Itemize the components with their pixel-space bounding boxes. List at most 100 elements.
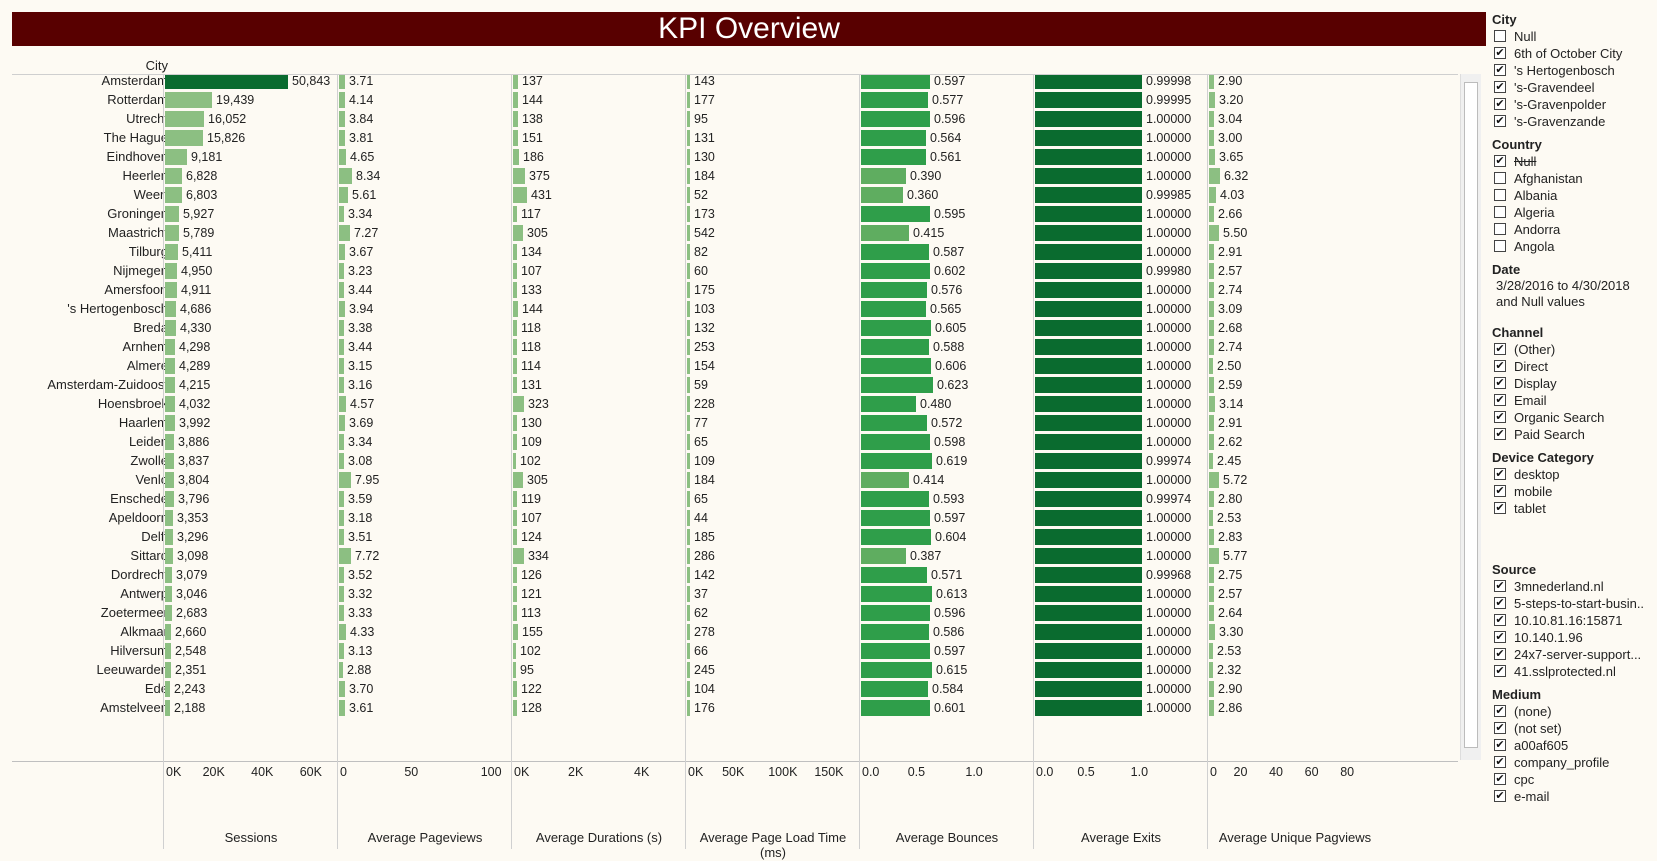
table-row[interactable]: The Hague 15,826 3.81 151 131 0.564 1.00000 3.0… [12,128,1458,148]
country-filter-list[interactable]: ✔ Null Afghanistan Albania Algeria Andorra Ang… [1492,153,1652,255]
country-checkbox[interactable] [1494,189,1506,201]
medium-checkbox[interactable]: ✔ [1494,790,1506,802]
table-row[interactable]: Amstelveen 2,188 3.61 128 176 0.601 1.00000 2.8… [12,698,1458,718]
country-filter-item[interactable]: Andorra [1492,221,1652,238]
medium-filter-item[interactable]: ✔ cpc [1492,771,1652,788]
source-checkbox[interactable]: ✔ [1494,580,1506,592]
medium-checkbox[interactable]: ✔ [1494,722,1506,734]
table-row[interactable]: Alkmaar 2,660 4.33 155 278 0.586 1.00000 3.30 [12,622,1458,642]
channel-filter-item[interactable]: ✔ Direct [1492,358,1652,375]
table-row[interactable]: Leeuwarden 2,351 2.88 95 245 0.615 1.00000 2.32 [12,660,1458,680]
medium-filter-item[interactable]: ✔ e-mail [1492,788,1652,805]
table-row[interactable]: Eindhoven 9,181 4.65 186 130 0.561 1.00000 3.65 [12,147,1458,167]
city-filter-item[interactable]: ✔ 's-Gravenpolder [1492,96,1652,113]
source-filter-item[interactable]: ✔ 3mnederland.nl [1492,578,1652,595]
table-row[interactable]: Tilburg 5,411 3.67 134 82 0.587 1.00000 2.91 [12,242,1458,262]
table-row[interactable]: Utrecht 16,052 3.84 138 95 0.596 1.00000 3.04 [12,109,1458,129]
channel-filter-list[interactable]: ✔ (Other) ✔ Direct ✔ Display ✔ Email ✔ Organic Se… [1492,341,1652,443]
city-filter-item[interactable]: ✔ 6th of October City [1492,45,1652,62]
source-filter[interactable]: Source ✔ 3mnederland.nl ✔ 5-steps-to-start-… [1492,562,1652,680]
source-filter-list[interactable]: ✔ 3mnederland.nl ✔ 5-steps-to-start-busin..… [1492,578,1652,680]
country-filter-item[interactable]: ✔ Null [1492,153,1652,170]
medium-filter[interactable]: Medium ✔ (none) ✔ (not set) ✔ a00af605 ✔ compan… [1492,687,1652,805]
channel-checkbox[interactable]: ✔ [1494,394,1506,406]
channel-checkbox[interactable]: ✔ [1494,343,1506,355]
city-checkbox[interactable]: ✔ [1494,47,1506,59]
device-filter[interactable]: Device Category ✔ desktop ✔ mobile ✔ tablet [1492,450,1652,520]
source-filter-item[interactable]: ✔ 10.140.1.96 [1492,629,1652,646]
source-checkbox[interactable]: ✔ [1494,648,1506,660]
table-row[interactable]: Antwerp 3,046 3.32 121 37 0.613 1.00000 2.57 [12,584,1458,604]
table-row[interactable]: 's Hertogenbosch 4,686 3.94 144 103 0.565 1.00… [12,299,1458,319]
table-row[interactable]: Zwolle 3,837 3.08 102 109 0.619 0.99974 2.45 [12,451,1458,471]
city-checkbox[interactable]: ✔ [1494,115,1506,127]
table-row[interactable]: Ede 2,243 3.70 122 104 0.584 1.00000 2.90 [12,679,1458,699]
device-checkbox[interactable]: ✔ [1494,502,1506,514]
medium-filter-item[interactable]: ✔ a00af605 [1492,737,1652,754]
table-row[interactable]: Groningen 5,927 3.34 117 173 0.595 1.00000 2.66 [12,204,1458,224]
table-scrollbar[interactable] [1460,74,1481,760]
city-checkbox[interactable] [1494,30,1506,42]
source-checkbox[interactable]: ✔ [1494,597,1506,609]
source-filter-item[interactable]: ✔ 10.10.81.16:15871 [1492,612,1652,629]
device-filter-item[interactable]: ✔ mobile [1492,483,1652,500]
medium-filter-item[interactable]: ✔ (not set) [1492,720,1652,737]
channel-checkbox[interactable]: ✔ [1494,377,1506,389]
country-filter-item[interactable]: Algeria [1492,204,1652,221]
channel-filter-item[interactable]: ✔ Organic Search [1492,409,1652,426]
country-filter[interactable]: Country ✔ Null Afghanistan Albania Algeria An… [1492,137,1652,255]
channel-checkbox[interactable]: ✔ [1494,428,1506,440]
kpi-table[interactable]: Amsterdam 50,843 3.71 137 143 0.597 0.99998 2.9… [12,74,1458,762]
medium-checkbox[interactable]: ✔ [1494,756,1506,768]
source-checkbox[interactable]: ✔ [1494,614,1506,626]
table-row[interactable]: Maastricht 5,789 7.27 305 542 0.415 1.00000 5.5… [12,223,1458,243]
channel-filter-item[interactable]: ✔ (Other) [1492,341,1652,358]
source-checkbox[interactable]: ✔ [1494,631,1506,643]
table-row[interactable]: Sittard 3,098 7.72 334 286 0.387 1.00000 5.77 [12,546,1458,566]
table-row[interactable]: Amersfoort 4,911 3.44 133 175 0.576 1.00000 2.7… [12,280,1458,300]
medium-checkbox[interactable]: ✔ [1494,739,1506,751]
medium-checkbox[interactable]: ✔ [1494,773,1506,785]
country-filter-item[interactable]: Angola [1492,238,1652,255]
table-row[interactable]: Rotterdam 19,439 4.14 144 177 0.577 0.99995 3.2… [12,90,1458,110]
table-row[interactable]: Venlo 3,804 7.95 305 184 0.414 1.00000 5.72 [12,470,1458,490]
source-checkbox[interactable]: ✔ [1494,665,1506,677]
country-checkbox[interactable]: ✔ [1494,155,1506,167]
table-row[interactable]: Dordrecht 3,079 3.52 126 142 0.571 0.99968 2.75 [12,565,1458,585]
city-filter-item[interactable]: Null [1492,28,1652,45]
city-filter-item[interactable]: ✔ 's Hertogenbosch [1492,62,1652,79]
table-row[interactable]: Enschede 3,796 3.59 119 65 0.593 0.99974 2.80 [12,489,1458,509]
city-filter-item[interactable]: ✔ 's-Gravenzande [1492,113,1652,130]
medium-checkbox[interactable]: ✔ [1494,705,1506,717]
table-row[interactable]: Amsterdam 50,843 3.71 137 143 0.597 0.99998 2.9… [12,75,1458,91]
device-filter-item[interactable]: ✔ tablet [1492,500,1652,517]
source-filter-item[interactable]: ✔ 24x7-server-support... [1492,646,1652,663]
table-row[interactable]: Weert 6,803 5.61 431 52 0.360 0.99985 4.03 [12,185,1458,205]
country-checkbox[interactable] [1494,223,1506,235]
country-checkbox[interactable] [1494,206,1506,218]
source-filter-item[interactable]: ✔ 5-steps-to-start-busin.. [1492,595,1652,612]
source-filter-item[interactable]: ✔ 41.sslprotected.nl [1492,663,1652,680]
table-row[interactable]: Amsterdam-Zuidoost 4,215 3.16 131 59 0.623 1.0… [12,375,1458,395]
city-checkbox[interactable]: ✔ [1494,64,1506,76]
device-checkbox[interactable]: ✔ [1494,468,1506,480]
table-row[interactable]: Leiden 3,886 3.34 109 65 0.598 1.00000 2.62 [12,432,1458,452]
table-row[interactable]: Hoensbroek 4,032 4.57 323 228 0.480 1.00000 3.1… [12,394,1458,414]
table-row[interactable]: Nijmegen 4,950 3.23 107 60 0.602 0.99980 2.57 [12,261,1458,281]
table-row[interactable]: Almere 4,289 3.15 114 154 0.606 1.00000 2.50 [12,356,1458,376]
channel-filter-item[interactable]: ✔ Display [1492,375,1652,392]
country-filter-item[interactable]: Albania [1492,187,1652,204]
channel-filter-item[interactable]: ✔ Paid Search [1492,426,1652,443]
table-row[interactable]: Hilversum 2,548 3.13 102 66 0.597 1.00000 2.53 [12,641,1458,661]
city-filter[interactable]: City Null ✔ 6th of October City ✔ 's Hertoge… [1492,12,1652,130]
city-checkbox[interactable]: ✔ [1494,81,1506,93]
channel-checkbox[interactable]: ✔ [1494,411,1506,423]
city-filter-list[interactable]: Null ✔ 6th of October City ✔ 's Hertogenbosc… [1492,28,1652,130]
country-checkbox[interactable] [1494,240,1506,252]
channel-filter-item[interactable]: ✔ Email [1492,392,1652,409]
table-row[interactable]: Arnhem 4,298 3.44 118 253 0.588 1.00000 2.74 [12,337,1458,357]
date-filter[interactable]: Date 3/28/2016 to 4/30/2018 and Null val… [1492,262,1652,310]
table-row[interactable]: Haarlem 3,992 3.69 130 77 0.572 1.00000 2.91 [12,413,1458,433]
channel-checkbox[interactable]: ✔ [1494,360,1506,372]
channel-filter[interactable]: Channel ✔ (Other) ✔ Direct ✔ Display ✔ Email ✔ Or… [1492,325,1652,443]
